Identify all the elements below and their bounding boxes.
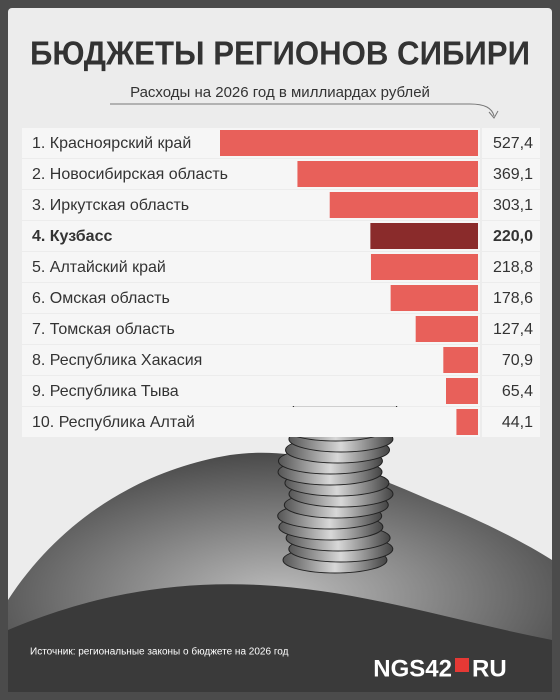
bar (415, 316, 478, 342)
category-label: 9. Республика Тыва (32, 383, 179, 400)
category-label: 7. Томская область (32, 321, 175, 338)
bar (297, 161, 478, 187)
bar (220, 130, 478, 156)
category-label: 8. Республика Хакасия (32, 352, 202, 369)
bar (443, 347, 478, 373)
category-label: 4. Кузбасс (32, 228, 112, 245)
value-label: 527,4 (493, 135, 533, 152)
value-label: 44,1 (502, 414, 533, 431)
value-cell (482, 376, 540, 406)
value-cell (482, 314, 540, 344)
logo-suffix: RU (472, 655, 507, 682)
row-background (22, 314, 480, 344)
bar (329, 192, 478, 218)
hand-shadow (8, 584, 552, 692)
category-label: 10. Республика Алтай (32, 414, 195, 431)
value-label: 178,6 (493, 290, 533, 307)
value-cell (482, 283, 540, 313)
value-label: 220,0 (493, 228, 533, 245)
category-label: 6. Омская область (32, 290, 170, 307)
logo: NGS42 (373, 655, 452, 682)
bar (370, 254, 478, 280)
chart-subtitle: Расходы на 2026 год в миллиардах рублей (130, 84, 430, 101)
value-label: 218,8 (493, 259, 533, 276)
category-label: 3. Иркутская область (32, 197, 189, 214)
category-label: 2. Новосибирская область (32, 166, 228, 183)
bar (456, 409, 478, 435)
subtitle-arrow (488, 110, 499, 119)
bar (446, 378, 478, 404)
bar (370, 223, 478, 249)
value-cell (482, 345, 540, 375)
category-label: 5. Алтайский край (32, 259, 166, 276)
value-cell (482, 407, 540, 437)
value-cell (482, 221, 540, 251)
category-label: 1. Красноярский край (32, 135, 191, 152)
row-background (22, 376, 480, 406)
value-label: 127,4 (493, 321, 533, 338)
chart-title: БЮДЖЕТЫ РЕГИОНОВ СИБИРИ (30, 35, 530, 72)
logo-mark (455, 658, 469, 672)
value-cell (482, 128, 540, 158)
value-cell (482, 159, 540, 189)
bar (390, 285, 478, 311)
source-note: Источник: региональные законы о бюджете … (30, 646, 289, 658)
row-background (22, 345, 480, 375)
value-cell (482, 190, 540, 220)
row-background (22, 407, 480, 437)
value-label: 369,1 (493, 166, 533, 183)
value-label: 70,9 (502, 352, 533, 369)
value-cell (482, 252, 540, 282)
value-label: 65,4 (502, 383, 533, 400)
subtitle-line (110, 103, 495, 117)
value-label: 303,1 (493, 197, 533, 214)
